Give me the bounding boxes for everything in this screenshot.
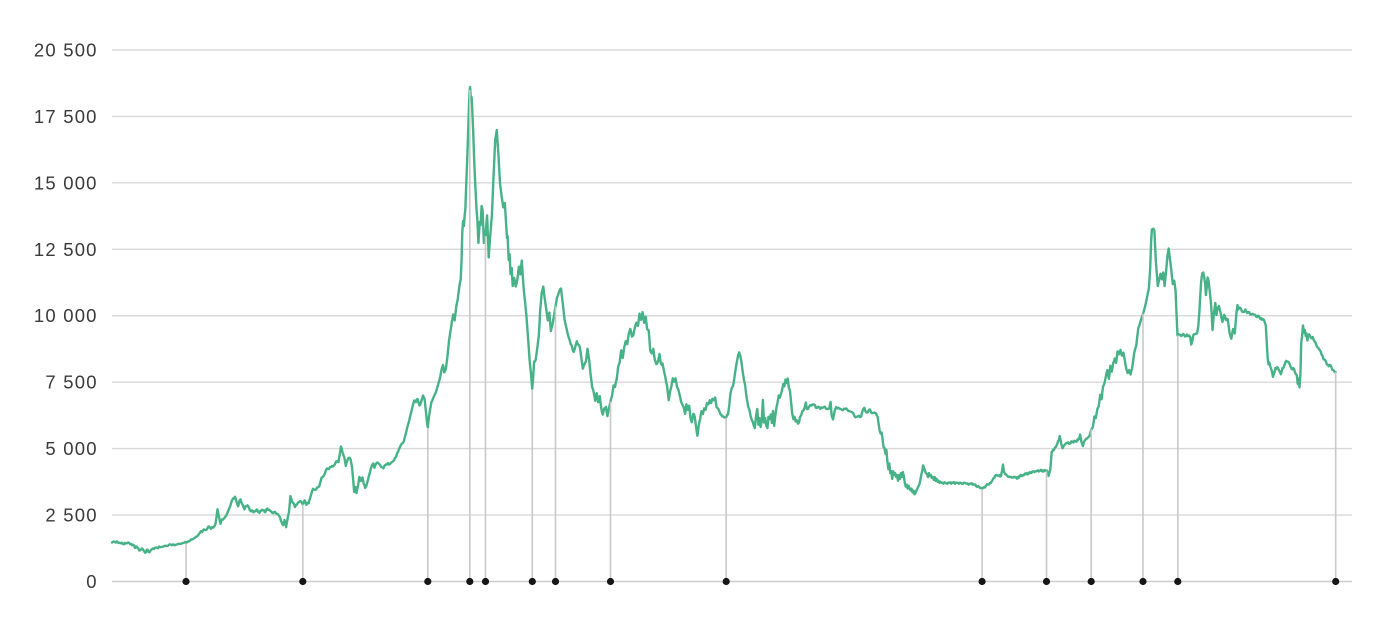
svg-text:17 500: 17 500 <box>34 106 98 127</box>
svg-text:2 500: 2 500 <box>45 505 97 526</box>
svg-text:12 500: 12 500 <box>34 239 98 260</box>
svg-text:10 000: 10 000 <box>34 305 98 326</box>
svg-text:7 500: 7 500 <box>45 372 97 393</box>
svg-text:15 000: 15 000 <box>34 172 98 193</box>
svg-text:5 000: 5 000 <box>45 438 97 459</box>
svg-text:0: 0 <box>86 571 98 592</box>
svg-text:20 500: 20 500 <box>34 39 98 60</box>
